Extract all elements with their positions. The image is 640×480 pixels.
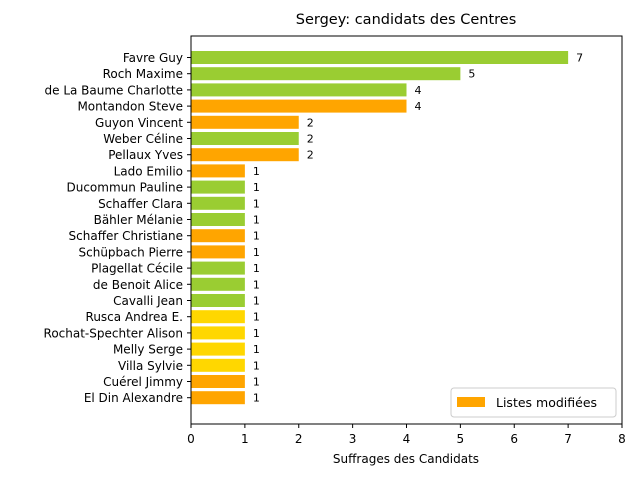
data-label: 1: [253, 392, 260, 405]
y-tick-label: Villa Sylvie: [118, 359, 183, 373]
legend-box: [450, 387, 617, 418]
data-label: 1: [253, 359, 260, 372]
data-label: 1: [253, 295, 260, 308]
y-tick-label: Rochat-Spechter Alison: [44, 326, 183, 340]
bar: [191, 51, 569, 64]
bar: [191, 326, 245, 340]
x-tick-label: 7: [564, 432, 572, 446]
data-label: 1: [253, 230, 260, 243]
data-label: 1: [253, 181, 260, 194]
bar: [191, 245, 245, 259]
bar: [191, 213, 245, 226]
bar: [191, 132, 299, 145]
y-tick-label: Montandon Steve: [77, 100, 183, 114]
bar: [191, 277, 245, 291]
bar: [191, 375, 245, 388]
y-tick-label: Favre Guy: [123, 51, 183, 65]
bar: [191, 391, 245, 405]
y-tick-label: Bähler Mélanie: [94, 213, 183, 227]
y-tick-label: de Benoit Alice: [93, 278, 183, 292]
x-tick-label: 2: [295, 432, 303, 446]
bar: [191, 310, 245, 324]
y-tick-label: Cavalli Jean: [113, 294, 183, 308]
data-labels-group: 7 5 4 4 2 2 2 1 1 1 1 1 1 1 1 1 1 1 1 1 1 1: [253, 52, 583, 405]
data-label: 1: [253, 343, 260, 356]
x-tick-label: 3: [349, 432, 357, 446]
bar: [191, 342, 245, 356]
y-tick-label: Pellaux Yves: [108, 148, 183, 162]
data-label: 1: [253, 278, 260, 291]
x-tick-label: 0: [187, 432, 195, 446]
y-tick-label: Schaffer Clara: [98, 197, 183, 211]
legend-swatch: [457, 397, 485, 407]
bar: [191, 261, 245, 275]
y-tick-label: Ducommun Pauline: [66, 181, 183, 195]
bar: [191, 358, 245, 372]
bar: [191, 67, 461, 81]
y-tick-label: Roch Maxime: [103, 67, 183, 81]
bar: [191, 115, 299, 129]
bar: [191, 229, 245, 243]
y-tick-label: Rusca Andrea E.: [86, 310, 183, 324]
plot-frame: [190, 35, 623, 425]
legend-label: Listes modifiées: [496, 395, 597, 410]
x-axis-ticks: 0 1 2 3 4 5 6 7 8: [187, 424, 626, 446]
legend: Listes modifiées: [450, 387, 617, 418]
bar: [191, 83, 407, 97]
data-label: 1: [253, 327, 260, 340]
y-tick-label: El Din Alexandre: [84, 391, 183, 405]
data-label: 2: [307, 116, 314, 129]
data-label: 1: [253, 311, 260, 324]
data-label: 1: [253, 246, 260, 259]
data-label: 2: [307, 133, 314, 146]
x-tick-label: 6: [510, 432, 518, 446]
data-label: 1: [253, 262, 260, 275]
y-axis-ticks: Favre Guy Roch Maxime de La Baume Charlott…: [44, 51, 191, 405]
bar: [191, 196, 245, 210]
data-label: 2: [307, 149, 314, 162]
y-tick-label: Plagellat Cécile: [91, 262, 183, 276]
data-label: 4: [415, 100, 422, 113]
data-label: 1: [253, 197, 260, 210]
x-tick-label: 5: [457, 432, 465, 446]
data-label: 1: [253, 214, 260, 227]
bar: [191, 294, 245, 307]
x-tick-label: 8: [618, 432, 626, 446]
data-label: 1: [253, 165, 260, 178]
y-tick-label: Lado Emilio: [114, 164, 183, 178]
data-label: 5: [468, 68, 475, 81]
y-tick-label: Schaffer Christiane: [69, 229, 183, 243]
data-label: 4: [415, 84, 422, 97]
y-tick-label: Schüpbach Pierre: [79, 245, 184, 259]
y-tick-label: Weber Céline: [103, 132, 183, 146]
x-tick-label: 4: [403, 432, 411, 446]
data-label: 1: [253, 376, 260, 389]
y-tick-label: Guyon Vincent: [95, 116, 183, 130]
x-tick-label: 1: [241, 432, 249, 446]
data-label: 7: [576, 52, 583, 65]
bar: [191, 148, 299, 162]
bar: [191, 99, 407, 113]
y-tick-label: de La Baume Charlotte: [45, 83, 184, 97]
bar: [191, 164, 245, 178]
y-tick-label: Cuérel Jimmy: [103, 375, 183, 389]
y-tick-label: Melly Serge: [113, 343, 183, 357]
chart-title: Sergey: candidats des Centres: [296, 12, 517, 28]
bars-group: [191, 51, 569, 405]
x-axis-label: Suffrages des Candidats: [333, 452, 479, 466]
bar: [191, 180, 245, 194]
